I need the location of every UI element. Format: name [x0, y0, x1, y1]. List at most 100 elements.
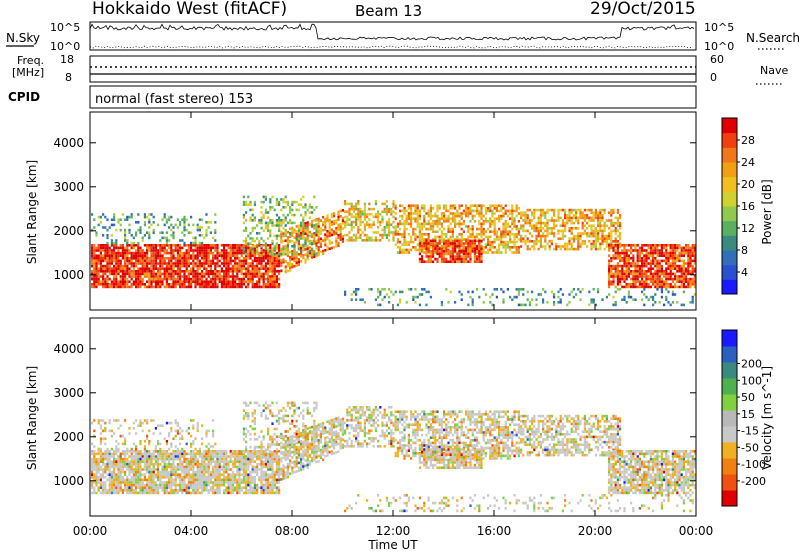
- heatmap-cell: [273, 234, 276, 238]
- heatmap-cell: [526, 214, 529, 217]
- heatmap-cell: [513, 220, 516, 223]
- heatmap-cell: [449, 238, 452, 241]
- heatmap-cell: [126, 246, 129, 250]
- heatmap-cell: [190, 254, 193, 257]
- heatmap-cell: [610, 219, 613, 222]
- heatmap-cell: [97, 283, 100, 286]
- heatmap-cell: [341, 235, 344, 238]
- heatmap-cell: [130, 264, 133, 268]
- heatmap-cell: [161, 272, 164, 276]
- heatmap-cell: [427, 222, 430, 226]
- heatmap-cell: [550, 229, 553, 233]
- heatmap-cell: [247, 203, 250, 206]
- heatmap-cell: [260, 272, 263, 276]
- heatmap-cell: [632, 249, 635, 252]
- heatmap-cell: [361, 231, 364, 234]
- heatmap-cell: [267, 257, 270, 260]
- heatmap-cell: [229, 262, 232, 265]
- heatmap-cell: [647, 251, 650, 255]
- heatmap-cell: [641, 290, 644, 294]
- heatmap-cell: [546, 208, 549, 212]
- heatmap-cell: [91, 257, 94, 260]
- heatmap-cell: [282, 200, 285, 204]
- heatmap-cell: [388, 239, 391, 242]
- heatmap-cell: [95, 234, 98, 237]
- heatmap-cell: [471, 225, 474, 228]
- heatmap-cell: [597, 216, 600, 220]
- heatmap-cell: [379, 290, 382, 294]
- heatmap-cell: [278, 283, 281, 286]
- heatmap-cell: [539, 221, 542, 225]
- heatmap-cell: [280, 251, 283, 254]
- heatmap-cell: [601, 208, 604, 212]
- heatmap-cell: [269, 280, 272, 283]
- heatmap-cell: [273, 283, 276, 286]
- heatmap-cell: [102, 264, 105, 268]
- heatmap-cell: [231, 264, 234, 268]
- heatmap-cell: [634, 244, 637, 247]
- heatmap-cell: [658, 249, 661, 252]
- heatmap-cell: [104, 249, 107, 252]
- heatmap-cell: [258, 257, 261, 260]
- heatmap-cell: [157, 442, 160, 446]
- heatmap-cell: [689, 246, 692, 250]
- heatmap-cell: [603, 240, 606, 243]
- heatmap-cell: [645, 254, 648, 257]
- heatmap-cell: [678, 270, 681, 273]
- heatmap-cell: [223, 244, 226, 247]
- heatmap-cell: [460, 293, 463, 296]
- heatmap-cell: [198, 262, 201, 265]
- heatmap-cell: [599, 221, 602, 225]
- heatmap-cell: [194, 254, 197, 257]
- heatmap-cell: [689, 264, 692, 268]
- heatmap-cell: [102, 270, 105, 273]
- heatmap-cell: [407, 214, 410, 218]
- heatmap-cell: [561, 224, 564, 227]
- heatmap-cell: [623, 272, 626, 276]
- heatmap-cell: [113, 280, 116, 283]
- heatmap-cell: [594, 227, 597, 230]
- heatmap-cell: [647, 257, 650, 260]
- heatmap-cell: [643, 288, 646, 291]
- heatmap-cell: [652, 246, 655, 250]
- heatmap-cell: [168, 447, 171, 451]
- heatmap-cell: [99, 257, 102, 260]
- heatmap-cell: [273, 252, 276, 256]
- heatmap-cell: [130, 259, 133, 263]
- heatmap-cell: [102, 463, 105, 466]
- heatmap-cell: [223, 277, 226, 281]
- heatmap-cell: [179, 249, 182, 252]
- heatmap-cell: [291, 200, 294, 204]
- heatmap-cell: [390, 213, 393, 216]
- heatmap-cell: [143, 223, 146, 227]
- heatmap-cell: [236, 267, 239, 270]
- heatmap-cell: [97, 421, 100, 425]
- heatmap-cell: [278, 203, 281, 206]
- heatmap-cell: [110, 478, 113, 482]
- heatmap-cell: [95, 468, 98, 471]
- heatmap-cell: [693, 254, 696, 257]
- heatmap-cell: [568, 242, 571, 246]
- heatmap-cell: [102, 483, 105, 487]
- y-tick-label: 2000: [53, 224, 84, 238]
- heatmap-cell: [385, 210, 388, 213]
- heatmap-cell: [564, 227, 567, 230]
- heatmap-cell: [99, 215, 102, 219]
- heatmap-cell: [495, 209, 498, 213]
- heatmap-cell: [258, 251, 261, 255]
- heatmap-cell: [269, 219, 272, 222]
- heatmap-cell: [638, 254, 641, 257]
- heatmap-cell: [104, 450, 107, 453]
- heatmap-cell: [462, 222, 465, 226]
- heatmap-cell: [141, 264, 144, 268]
- heatmap-cell: [179, 244, 182, 247]
- heatmap-cell: [416, 243, 419, 246]
- heatmap-cell: [665, 246, 668, 250]
- heatmap-cell: [280, 261, 283, 265]
- heatmap-cell: [157, 223, 160, 227]
- heatmap-cell: [462, 244, 465, 248]
- heatmap-cell: [537, 229, 540, 233]
- heatmap-cell: [297, 242, 300, 246]
- heatmap-cell: [99, 486, 102, 489]
- heatmap-cell: [363, 301, 366, 304]
